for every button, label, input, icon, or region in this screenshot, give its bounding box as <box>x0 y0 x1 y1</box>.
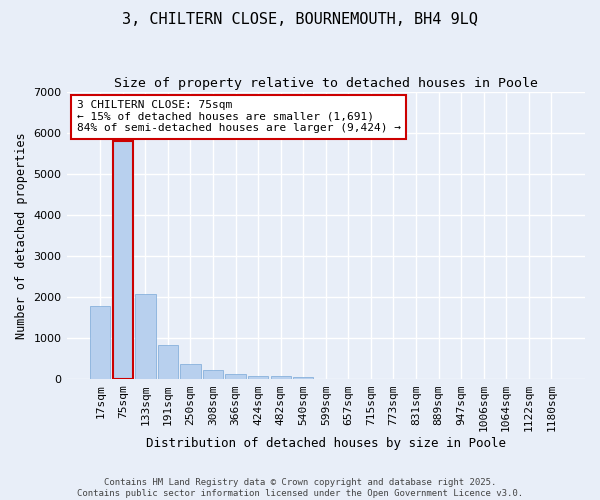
Text: 3, CHILTERN CLOSE, BOURNEMOUTH, BH4 9LQ: 3, CHILTERN CLOSE, BOURNEMOUTH, BH4 9LQ <box>122 12 478 28</box>
Bar <box>316 378 336 380</box>
Bar <box>293 378 313 380</box>
Bar <box>226 374 246 380</box>
Bar <box>181 364 200 380</box>
Bar <box>338 378 358 380</box>
Y-axis label: Number of detached properties: Number of detached properties <box>15 132 28 339</box>
Bar <box>271 376 291 380</box>
X-axis label: Distribution of detached houses by size in Poole: Distribution of detached houses by size … <box>146 437 506 450</box>
Title: Size of property relative to detached houses in Poole: Size of property relative to detached ho… <box>114 78 538 90</box>
Bar <box>203 370 223 380</box>
Bar <box>158 345 178 380</box>
Text: 3 CHILTERN CLOSE: 75sqm
← 15% of detached houses are smaller (1,691)
84% of semi: 3 CHILTERN CLOSE: 75sqm ← 15% of detache… <box>77 100 401 134</box>
Bar <box>248 376 268 380</box>
Bar <box>113 141 133 380</box>
Bar <box>90 306 110 380</box>
Bar <box>135 294 155 380</box>
Text: Contains HM Land Registry data © Crown copyright and database right 2025.
Contai: Contains HM Land Registry data © Crown c… <box>77 478 523 498</box>
